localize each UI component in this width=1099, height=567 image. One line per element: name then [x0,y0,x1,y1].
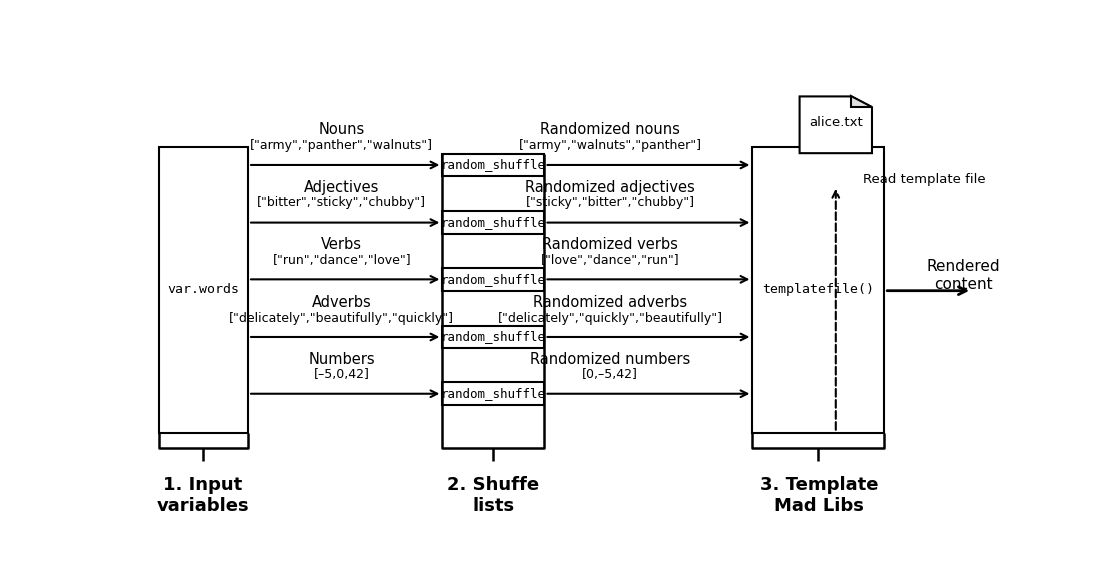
Text: ["delicately","quickly","beautifully"]: ["delicately","quickly","beautifully"] [498,312,722,325]
Bar [442,211,544,234]
Text: [–5,0,42]: [–5,0,42] [314,369,369,382]
Text: 2. Shuffe
lists: 2. Shuffe lists [447,476,540,515]
Text: [0,–5,42]: [0,–5,42] [582,369,639,382]
Polygon shape [851,96,872,107]
Text: Numbers: Numbers [309,352,375,367]
Text: random_shuffle: random_shuffle [441,331,546,344]
Text: templatefile(): templatefile() [763,283,875,296]
Text: Read template file: Read template file [863,173,986,186]
Bar [442,382,544,405]
Text: Randomized numbers: Randomized numbers [530,352,690,367]
Text: random_shuffle: random_shuffle [441,273,546,286]
Bar [442,325,544,348]
Text: ["bitter","sticky","chubby"]: ["bitter","sticky","chubby"] [257,196,426,209]
Text: Adjectives: Adjectives [304,180,379,194]
Text: alice.txt: alice.txt [809,116,863,129]
Text: Rendered
content: Rendered content [926,259,1000,291]
Text: random_shuffle: random_shuffle [441,216,546,229]
Text: ["run","dance","love"]: ["run","dance","love"] [273,254,411,267]
Text: ["army","walnuts","panther"]: ["army","walnuts","panther"] [519,139,701,152]
Bar [442,268,544,291]
Text: Randomized adjectives: Randomized adjectives [525,180,695,194]
Text: Nouns: Nouns [319,122,365,137]
Text: Verbs: Verbs [321,237,363,252]
Text: 1. Input
variables: 1. Input variables [157,476,249,515]
Bar [442,154,544,176]
Text: random_shuffle: random_shuffle [441,387,546,400]
Text: random_shuffle: random_shuffle [441,158,546,171]
Bar [158,147,248,433]
Text: ["delicately","beautifully","quickly"]: ["delicately","beautifully","quickly"] [230,312,454,325]
Text: Adverbs: Adverbs [312,295,371,310]
Polygon shape [800,96,872,153]
Text: Randomized adverbs: Randomized adverbs [533,295,687,310]
Text: var.words: var.words [167,283,240,296]
Text: ["love","dance","run"]: ["love","dance","run"] [541,254,679,267]
Text: ["sticky","bitter","chubby"]: ["sticky","bitter","chubby"] [525,196,695,209]
Text: Randomized verbs: Randomized verbs [542,237,678,252]
Text: 3. Template
Mad Libs: 3. Template Mad Libs [759,476,878,515]
Bar [753,147,885,433]
Text: ["army","panther","walnuts"]: ["army","panther","walnuts"] [251,139,433,152]
Text: Randomized nouns: Randomized nouns [540,122,680,137]
